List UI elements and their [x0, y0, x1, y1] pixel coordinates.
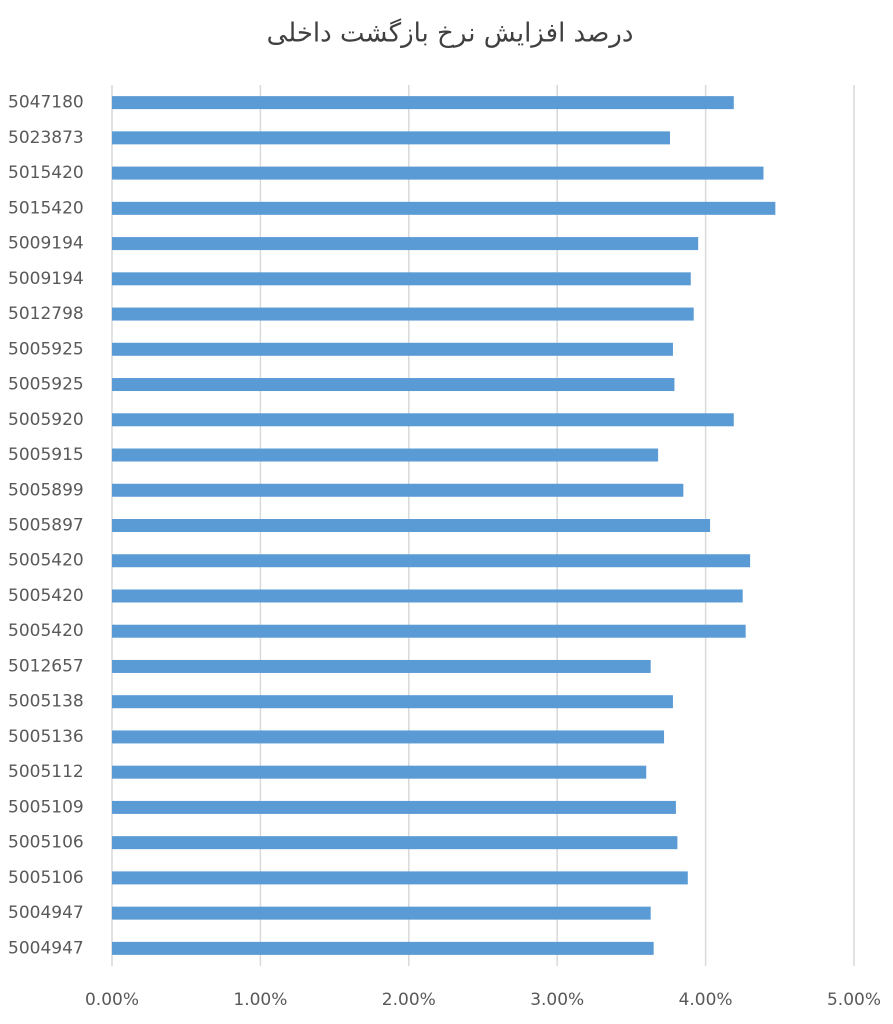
- bar: [112, 554, 751, 568]
- y-tick-label: 5005420: [8, 586, 84, 606]
- x-tick-label: 2.00%: [382, 990, 436, 1010]
- x-tick-label: 4.00%: [679, 990, 733, 1010]
- y-tick-label: 5005420: [8, 621, 84, 641]
- bar: [112, 730, 665, 744]
- bar: [112, 96, 734, 110]
- bar: [112, 695, 673, 709]
- y-tick-label: 5023873: [8, 128, 84, 148]
- y-tick-label: 5005112: [8, 762, 84, 782]
- y-tick-label: 5012657: [8, 656, 84, 676]
- y-tick-label: 5009194: [8, 234, 84, 254]
- bar: [112, 237, 699, 251]
- y-tick-label: 5005920: [8, 410, 84, 430]
- bar: [112, 166, 764, 180]
- x-tick-label: 0.00%: [85, 990, 139, 1010]
- y-tick-label: 5005106: [8, 833, 84, 853]
- x-tick-label: 5.00%: [827, 990, 881, 1010]
- bar: [112, 589, 743, 603]
- y-tick-label: 5047180: [8, 93, 84, 113]
- chart-title: درصد افزایش نرخ بازگشت داخلی: [267, 18, 634, 49]
- bar: [112, 378, 675, 392]
- y-tick-label: 5012798: [8, 304, 84, 324]
- y-tick-label: 5005915: [8, 445, 84, 465]
- bar: [112, 624, 746, 638]
- bar: [112, 413, 734, 427]
- y-tick-label: 5005925: [8, 375, 84, 395]
- y-tick-label: 5005109: [8, 797, 84, 817]
- bar: [112, 800, 676, 814]
- y-tick-label: 5004947: [8, 938, 84, 958]
- x-tick-label: 1.00%: [233, 990, 287, 1010]
- bar: [112, 307, 694, 321]
- y-tick-label: 5005106: [8, 868, 84, 888]
- bar: [112, 941, 654, 955]
- y-tick-label: 5015420: [8, 163, 84, 183]
- bar: [112, 342, 673, 356]
- bar: [112, 765, 647, 779]
- y-tick-label: 5005420: [8, 551, 84, 571]
- bar: [112, 519, 711, 532]
- bar: [112, 483, 684, 497]
- bar: [112, 906, 651, 920]
- x-tick-label: 3.00%: [530, 990, 584, 1010]
- y-tick-label: 5009194: [8, 269, 84, 289]
- bar: [112, 871, 688, 885]
- y-tick-label: 5015420: [8, 198, 84, 218]
- bar: [112, 201, 776, 215]
- bar: [112, 448, 659, 462]
- y-tick-label: 5004947: [8, 903, 84, 923]
- y-tick-label: 5005899: [8, 480, 84, 500]
- bar: [112, 659, 651, 673]
- bar: [112, 272, 691, 286]
- y-tick-label: 5005897: [8, 516, 84, 536]
- y-tick-label: 5005925: [8, 339, 84, 359]
- bar: [112, 836, 678, 850]
- y-tick-label: 5005138: [8, 692, 84, 712]
- y-tick-label: 5005136: [8, 727, 84, 747]
- bar: [112, 131, 670, 145]
